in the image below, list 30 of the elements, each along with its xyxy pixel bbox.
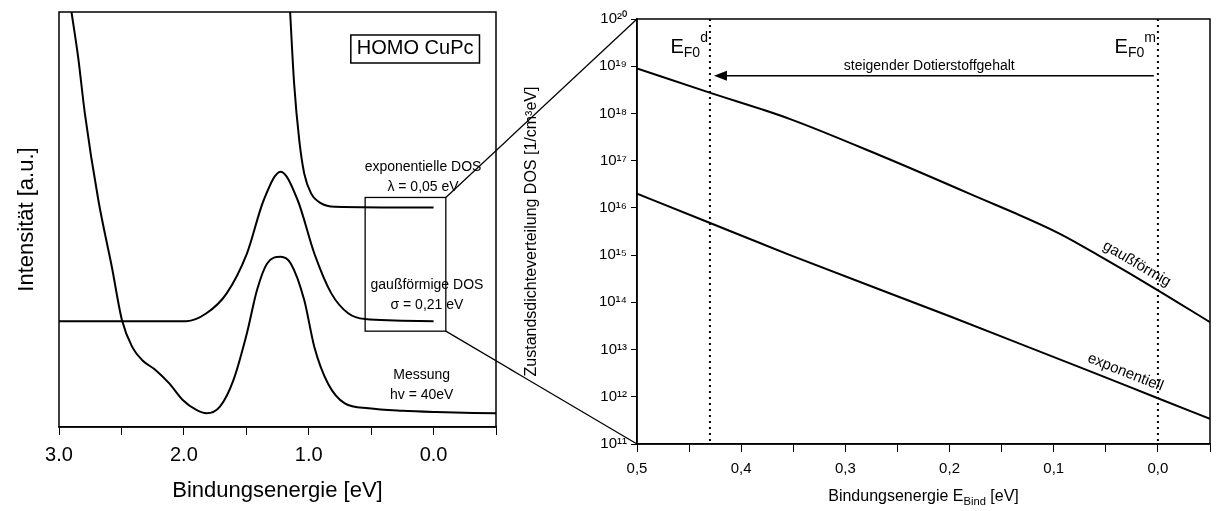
x-tick-label: 0,1	[1043, 459, 1065, 477]
y-tick-label: 10²⁰	[600, 9, 627, 27]
x-tick-label: 0,4	[730, 459, 752, 477]
x-tick-label: 2.0	[169, 442, 198, 465]
y-tick-label: 10¹⁴	[598, 292, 627, 310]
x-tick-label: 0,0	[1147, 459, 1169, 477]
y-tick-label: 10¹³	[600, 339, 627, 357]
x-tick-label: 3.0	[45, 442, 73, 465]
x-tick-label: 0,3	[834, 459, 856, 477]
annotation: Messung	[393, 365, 451, 382]
annotation: hv = 40eV	[389, 385, 455, 402]
y-tick-label: 10¹⁶	[599, 198, 627, 216]
annotation: steigender Dotierstoffgehalt	[843, 56, 1015, 73]
annotation: exponentielle DOS	[364, 157, 482, 174]
y-tick-label: 10¹⁹	[598, 56, 627, 74]
x-axis-title: Bindungsenergie [eV]	[172, 477, 383, 503]
y-axis-title: Intensität [a.u.]	[13, 147, 39, 292]
y-tick-label: 10¹²	[600, 386, 627, 404]
y-tick-label: 10¹¹	[600, 434, 627, 452]
y-tick-label: 10¹⁷	[599, 150, 627, 168]
annotation: HOMO CuPc	[356, 36, 474, 59]
annotation: λ = 0,05 eV	[387, 177, 460, 194]
y-tick-label: 10¹⁵	[599, 245, 627, 263]
y-tick-label: 10¹⁸	[598, 103, 627, 121]
annotation: σ = 0,21 eV	[390, 295, 465, 312]
y-axis-title: Zustandsdichteverteilung DOS [1/cm³eV]	[522, 86, 540, 377]
x-tick-label: 0,5	[626, 459, 648, 477]
x-tick-label: 0,2	[939, 459, 960, 477]
x-tick-label: 1.0	[294, 442, 323, 465]
x-tick-label: 0.0	[419, 442, 448, 465]
